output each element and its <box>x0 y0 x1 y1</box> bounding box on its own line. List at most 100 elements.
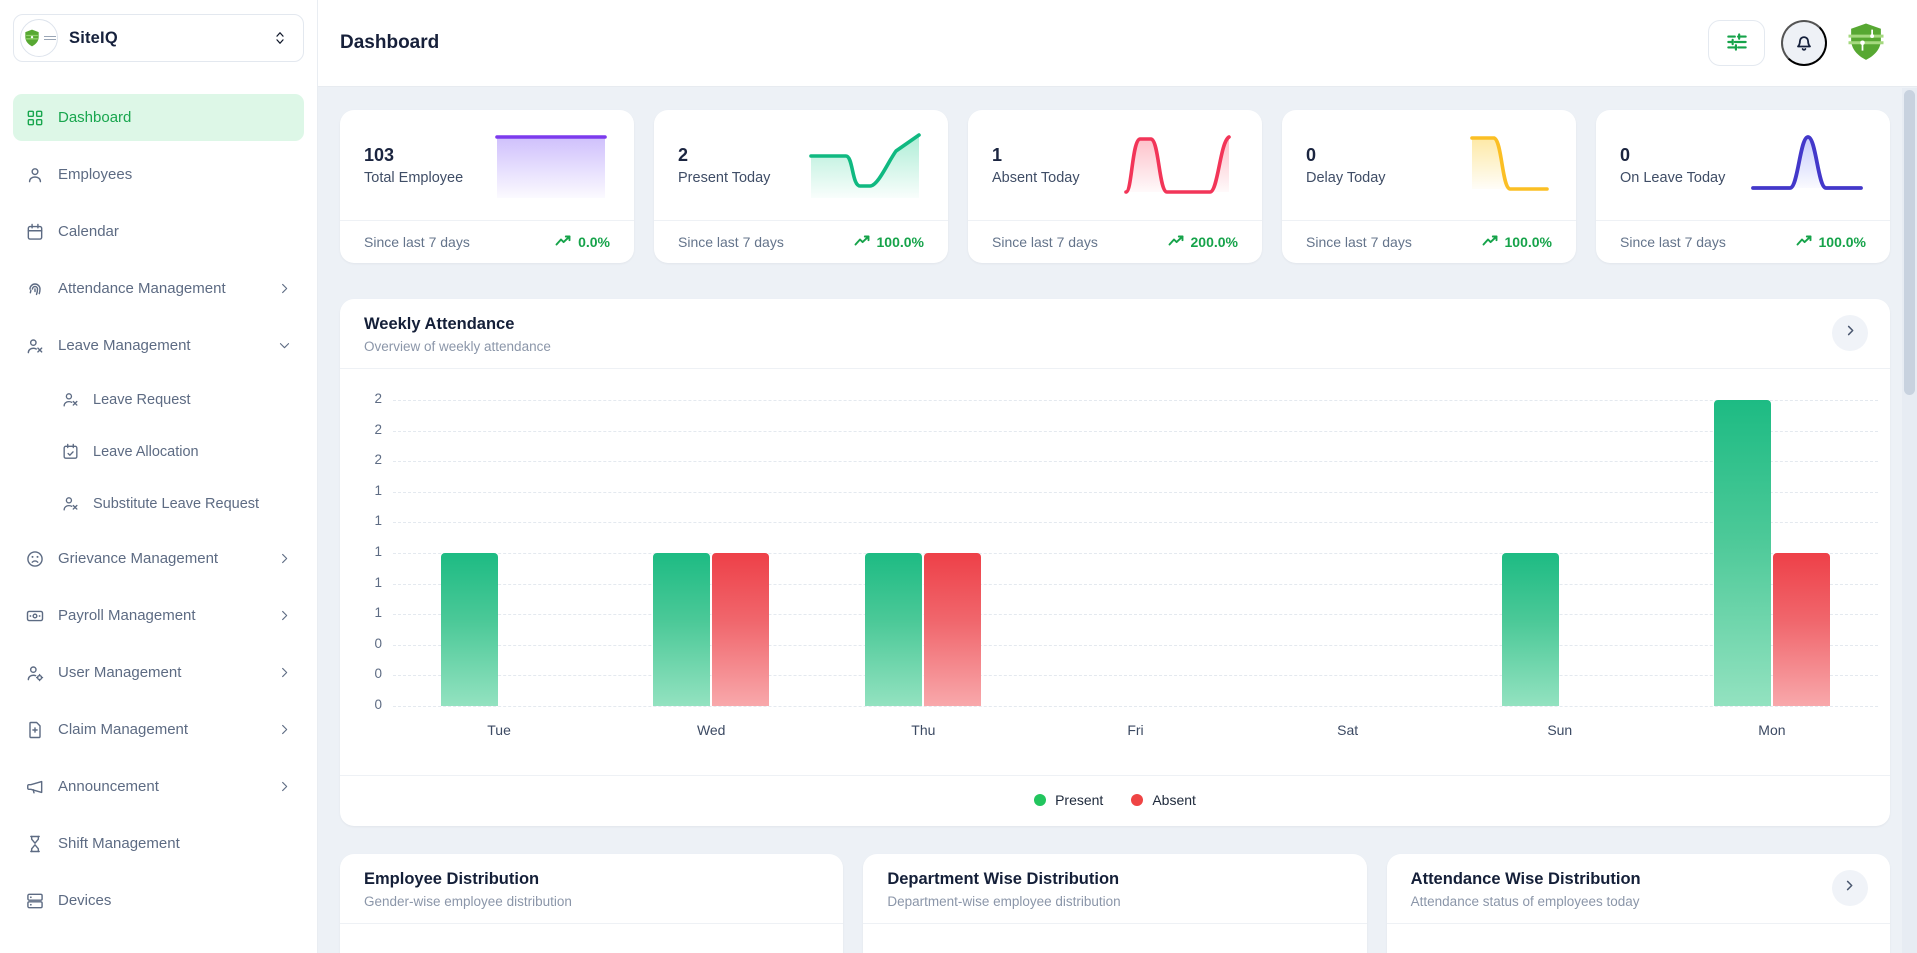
stat-value: 103 <box>364 144 395 165</box>
scrollbar-thumb[interactable] <box>1904 90 1915 395</box>
sidebar-item-shift-management[interactable]: Shift Management <box>13 820 304 867</box>
sidebar-item-calendar[interactable]: Calendar <box>13 208 304 255</box>
card-title: Employee Distribution <box>364 870 540 888</box>
workspace-selector[interactable]: SiteIQ <box>13 14 304 62</box>
attendance-distribution-expand-button[interactable] <box>1831 870 1868 906</box>
trending-up-icon <box>555 234 572 250</box>
chart-slot-fri <box>1029 400 1241 706</box>
chevron-right-icon <box>1843 323 1858 343</box>
x-tick-label: Sun <box>1547 722 1573 738</box>
stat-label: On Leave Today <box>1620 169 1726 186</box>
chevron-right-icon <box>277 722 292 737</box>
stat-footer-text: Since last 7 days <box>1620 234 1726 250</box>
chart-slot-wed <box>605 400 817 706</box>
sidebar-item-label: Payroll Management <box>58 607 196 624</box>
sidebar-item-announcement[interactable]: Announcement <box>13 763 304 810</box>
notifications-button[interactable] <box>1781 20 1827 66</box>
vertical-scrollbar[interactable] <box>1902 88 1917 953</box>
present-bar-tue[interactable] <box>441 553 499 706</box>
stat-label: Absent Today <box>992 169 1080 186</box>
sidebar-item-dashboard[interactable]: Dashboard <box>13 94 304 141</box>
filters-button[interactable] <box>1708 20 1765 66</box>
card-title: Attendance Wise Distribution <box>1410 870 1641 888</box>
stat-card-absent-today[interactable]: 1 Absent Today Since last 7 days 200.0% <box>968 110 1262 263</box>
user-gear-icon <box>25 663 45 683</box>
present-bar-sun[interactable] <box>1501 553 1559 706</box>
sparkline-purple <box>495 135 607 198</box>
sidebar-item-user-management[interactable]: User Management <box>13 649 304 696</box>
absent-bar-thu[interactable] <box>924 553 982 706</box>
stat-card-on-leave-today[interactable]: 0 On Leave Today Since last 7 days 100.0… <box>1596 110 1890 263</box>
sidebar-item-devices[interactable]: Devices <box>13 877 304 924</box>
y-tick-label: 0 <box>374 635 382 651</box>
sidebar-item-claim-management[interactable]: Claim Management <box>13 706 304 753</box>
sidebar-item-leave-allocation[interactable]: Leave Allocation <box>49 431 304 473</box>
sidebar-item-leave-request[interactable]: Leave Request <box>49 379 304 421</box>
y-tick-label: 1 <box>374 574 382 590</box>
hourglass-icon <box>25 834 45 854</box>
sidebar-item-label: Claim Management <box>58 721 189 738</box>
gridline <box>393 706 1878 707</box>
x-tick-label: Mon <box>1758 722 1786 738</box>
weekly-attendance-expand-button[interactable] <box>1832 315 1868 351</box>
stat-value: 2 <box>678 144 689 165</box>
stat-card-total-employee[interactable]: 103 Total Employee Since last 7 days 0.0… <box>340 110 634 263</box>
chevron-right-icon <box>277 281 292 296</box>
y-tick-label: 0 <box>374 697 382 712</box>
stat-footer-text: Since last 7 days <box>678 234 784 250</box>
y-tick-label: 0 <box>374 666 382 682</box>
sidebar-item-employees[interactable]: Employees <box>13 151 304 198</box>
present-bar-mon[interactable] <box>1713 400 1771 706</box>
present-bar-thu[interactable] <box>865 553 923 706</box>
chart-slot-tue <box>393 400 605 706</box>
sparkline-red <box>1124 135 1231 194</box>
calendar-icon <box>25 222 45 242</box>
y-tick-label: 1 <box>374 544 382 559</box>
sidebar-item-payroll-management[interactable]: Payroll Management <box>13 592 304 639</box>
chevron-right-icon <box>1842 878 1857 898</box>
stat-footer-text: Since last 7 days <box>992 234 1098 250</box>
sidebar-item-substitute-leave-request[interactable]: Substitute Leave Request <box>49 483 304 525</box>
sidebar-item-label: Devices <box>58 892 112 909</box>
absent-bar-mon[interactable] <box>1772 553 1830 706</box>
chart-slot-sun <box>1454 400 1666 706</box>
legend-item-present: Present <box>1034 792 1103 808</box>
stat-card-present-today[interactable]: 2 Present Today Since last 7 days 100.0% <box>654 110 948 263</box>
sidebar-item-label: Leave Allocation <box>93 444 199 460</box>
sidebar-item-attendance-management[interactable]: Attendance Management <box>13 265 304 312</box>
sparkline-yellow <box>1470 136 1549 191</box>
frown-icon <box>25 549 45 569</box>
sidebar-item-label: Shift Management <box>58 835 180 852</box>
stat-label: Total Employee <box>364 169 464 186</box>
stat-footer-text: Since last 7 days <box>1306 234 1412 250</box>
weekly-attendance-header: Weekly Attendance Overview of weekly att… <box>340 299 1890 369</box>
y-tick-label: 2 <box>374 391 382 406</box>
stat-trend: 100.0% <box>1504 234 1552 250</box>
present-bar-wed[interactable] <box>653 553 711 706</box>
chart-slot-mon <box>1666 400 1878 706</box>
brand-logo-icon <box>20 19 58 57</box>
sidebar-item-grievance-management[interactable]: Grievance Management <box>13 535 304 582</box>
stat-value: 1 <box>992 144 1003 165</box>
gridline <box>393 644 1878 646</box>
chevron-right-icon <box>277 779 292 794</box>
chart-slot-sat <box>1242 400 1454 706</box>
legend-item-absent: Absent <box>1131 792 1196 808</box>
chevron-down-icon <box>277 338 292 353</box>
x-tick-label: Tue <box>487 722 511 738</box>
stat-trend: 200.0% <box>1190 234 1238 250</box>
stat-label: Delay Today <box>1306 169 1386 186</box>
profile-avatar[interactable] <box>1843 20 1889 66</box>
sidebar-item-label: Leave Request <box>93 392 191 408</box>
sidebar-item-leave-management[interactable]: Leave Management <box>13 322 304 369</box>
bell-icon <box>1792 30 1816 57</box>
absent-bar-wed[interactable] <box>712 553 770 706</box>
sidebar-item-label: User Management <box>58 664 182 681</box>
stat-value: 0 <box>1306 144 1317 165</box>
chart-slot-thu <box>817 400 1029 706</box>
gridline <box>393 522 1878 524</box>
sidebar-item-label: Leave Management <box>58 337 191 354</box>
x-tick-label: Fri <box>1127 722 1144 738</box>
stat-card-delay-today[interactable]: 0 Delay Today Since last 7 days 100.0% <box>1282 110 1576 263</box>
gridline <box>393 400 1878 401</box>
